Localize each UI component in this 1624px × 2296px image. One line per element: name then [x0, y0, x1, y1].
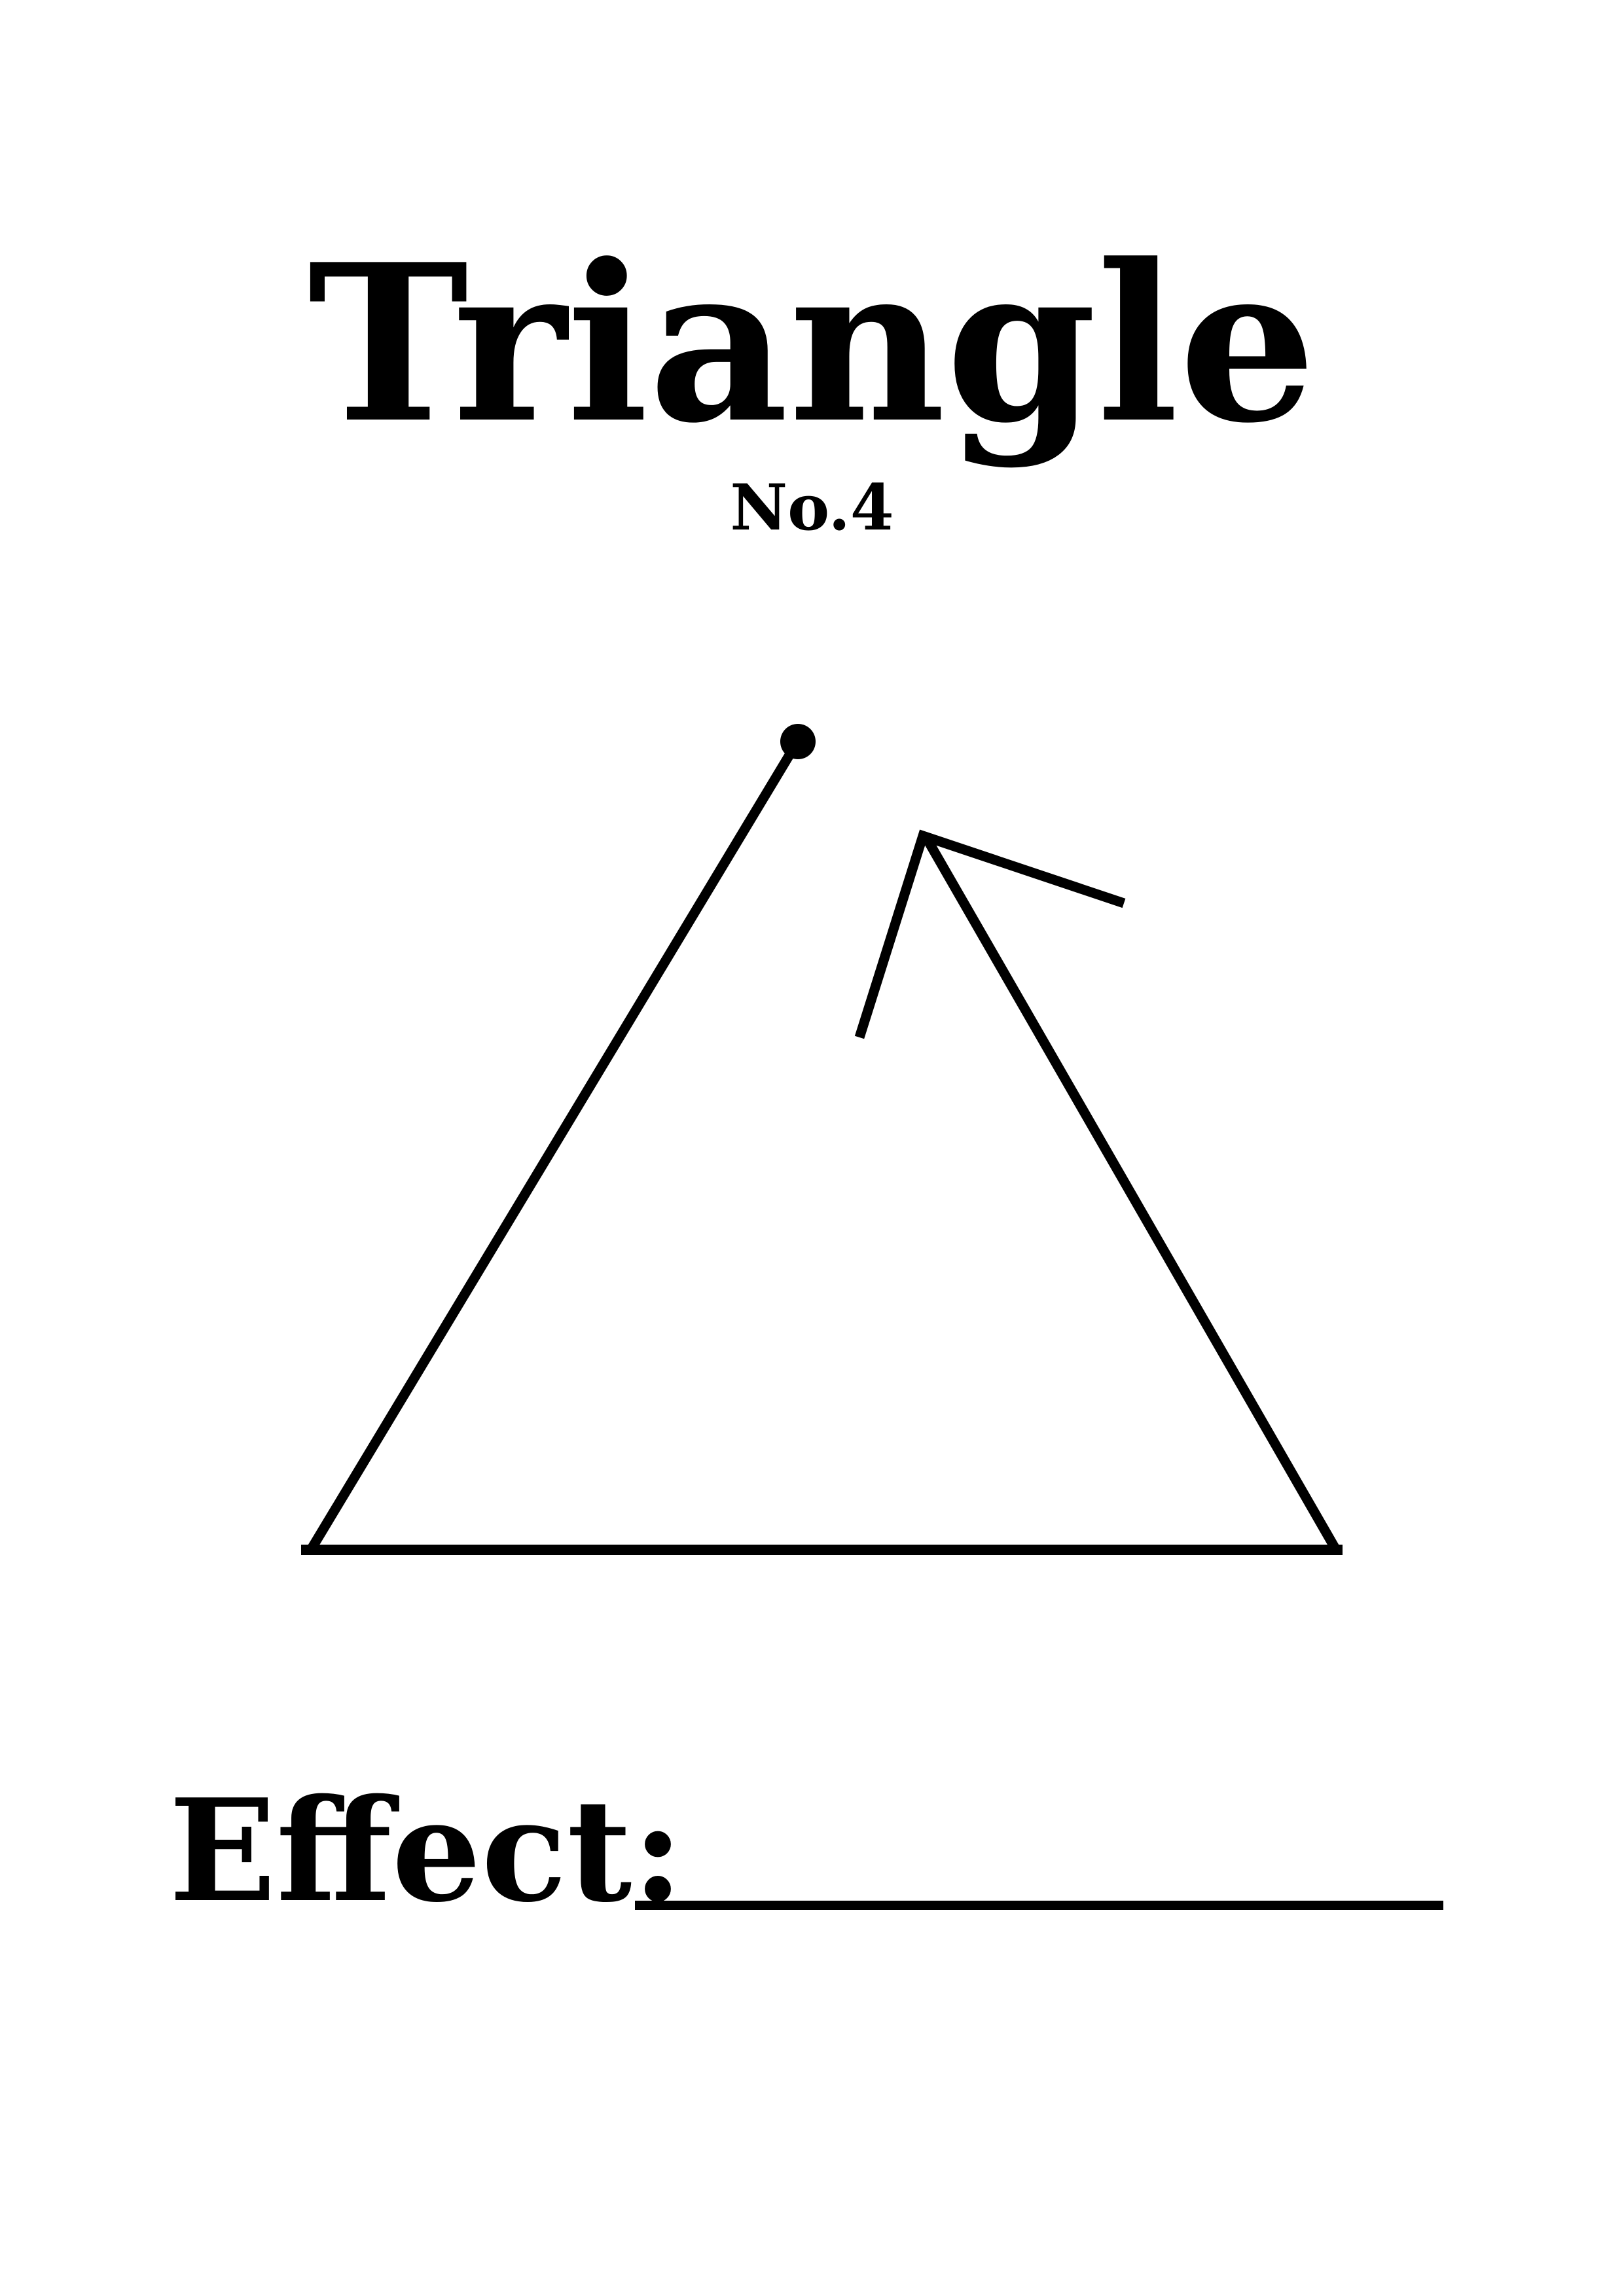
page-subtitle: No.4 [730, 471, 894, 545]
page-title: Triangle [308, 217, 1316, 471]
start-dot [780, 724, 816, 759]
effect-label: Effect: [169, 1768, 684, 1933]
arrowhead [854, 829, 1126, 1039]
effect-answer-blank[interactable] [635, 1901, 1443, 1910]
left-stroke [307, 745, 799, 1551]
right-stroke [924, 838, 1340, 1551]
